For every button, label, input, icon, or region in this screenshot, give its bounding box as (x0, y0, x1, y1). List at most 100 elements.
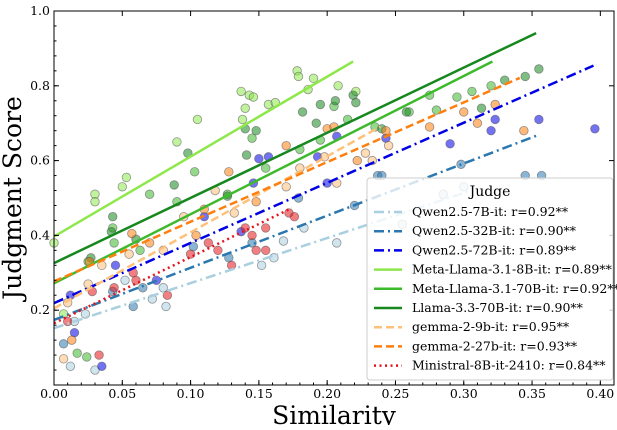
data-point (248, 92, 259, 102)
data-point (315, 99, 326, 110)
data-point (185, 249, 196, 259)
x-tick-label: 0.30 (450, 386, 478, 401)
data-point (311, 118, 321, 128)
legend-entry: gemma-2-27b-it: r=0.93** (412, 338, 578, 353)
legend-entry: Meta-Llama-3.1-70B-it: r=0.92** (412, 281, 617, 296)
data-point (135, 245, 145, 256)
data-point (383, 140, 394, 151)
legend-entry: Qwen2.5-72B-it: r=0.89** (412, 242, 577, 257)
data-point (172, 137, 182, 147)
legend-entry: Qwen2.5-7B-it: r=0.92** (412, 204, 569, 219)
x-tick-label: 0.15 (245, 386, 273, 401)
legend-title: Judge (468, 184, 511, 200)
data-point (67, 335, 77, 345)
data-point (124, 249, 134, 259)
fit-lines-layer (53, 31, 595, 330)
data-point (169, 180, 179, 190)
x-tick-label: 0.40 (586, 386, 614, 401)
y-tick-label: 0.8 (30, 78, 50, 93)
legend-box (366, 177, 614, 381)
data-point (90, 197, 100, 207)
data-point (452, 92, 462, 102)
points-layer (49, 64, 600, 375)
x-tick-label: 0.20 (313, 386, 341, 401)
data-point (289, 211, 300, 222)
x-tick-label: 0.35 (518, 386, 546, 401)
fit-line (53, 60, 354, 238)
legend-entry: Meta-Llama-3.1-8B-it: r=0.89** (412, 262, 613, 277)
data-point (121, 172, 132, 183)
data-point (251, 197, 261, 207)
legend-entry: gemma-2-9b-it: r=0.95** (412, 319, 570, 334)
x-axis-label: Similarity (272, 401, 397, 425)
data-point (240, 103, 250, 113)
data-point (352, 155, 362, 166)
data-point (251, 245, 261, 256)
data-point (360, 148, 371, 158)
data-point (332, 238, 342, 248)
data-point (117, 182, 127, 192)
data-point (109, 283, 119, 293)
data-point (224, 167, 234, 177)
data-point (162, 290, 173, 300)
data-point (80, 309, 91, 319)
data-point (236, 86, 246, 97)
data-point (109, 238, 119, 248)
data-point (519, 125, 529, 136)
legend-entry: Ministral-8B-it-2410: r=0.84** (412, 358, 606, 373)
y-tick-label: 0.4 (30, 227, 50, 242)
data-point (476, 103, 487, 113)
data-point (192, 114, 203, 125)
data-point (97, 361, 107, 372)
data-point (333, 81, 343, 91)
x-tick-label: 0.25 (382, 386, 410, 401)
data-point (297, 107, 308, 117)
data-point (534, 114, 544, 125)
data-point (229, 208, 239, 218)
data-point (261, 223, 271, 233)
data-point (520, 71, 530, 82)
fit-line (53, 60, 494, 285)
fit-line (53, 76, 521, 283)
y-tick-label: 0.2 (30, 302, 50, 317)
data-point (534, 64, 544, 74)
data-point (351, 97, 361, 108)
data-point (65, 361, 76, 372)
data-point (254, 154, 264, 164)
data-point (94, 350, 104, 360)
data-point (237, 114, 248, 125)
data-point (281, 182, 291, 192)
data-point (62, 316, 73, 327)
data-point (161, 301, 171, 312)
data-point (261, 245, 271, 256)
data-point (281, 140, 291, 151)
data-point (293, 71, 304, 82)
data-point (490, 114, 500, 125)
data-point (590, 124, 600, 134)
data-point (486, 81, 496, 91)
data-point (127, 228, 137, 239)
data-point (261, 163, 271, 173)
y-tick-label: 1.0 (30, 3, 50, 18)
data-point (108, 211, 118, 222)
data-point (256, 260, 267, 271)
x-tick-label: 0.10 (177, 386, 205, 401)
data-point (72, 348, 82, 358)
y-axis-label: Judgment Score (0, 96, 27, 303)
data-point (58, 354, 69, 364)
data-point (213, 245, 223, 256)
ticks-layer: 0.00 0.05 0.10 0.15 0.20 0.25 0.30 0.35 0.40 0.2 0… (30, 3, 614, 401)
data-point (251, 125, 261, 136)
data-point (459, 107, 469, 117)
data-point (144, 189, 155, 199)
data-point (82, 352, 92, 362)
legend-entry: Llama-3.3-70B-it: r=0.90** (412, 300, 584, 315)
data-point (120, 275, 130, 285)
fit-line (53, 206, 293, 325)
data-point (330, 96, 341, 106)
plot-frame (53, 10, 615, 386)
x-tick-label: 0.00 (40, 386, 68, 401)
data-point (203, 238, 214, 248)
data-point (241, 150, 252, 160)
